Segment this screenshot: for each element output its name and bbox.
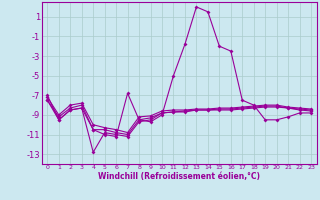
X-axis label: Windchill (Refroidissement éolien,°C): Windchill (Refroidissement éolien,°C) [98, 172, 260, 181]
